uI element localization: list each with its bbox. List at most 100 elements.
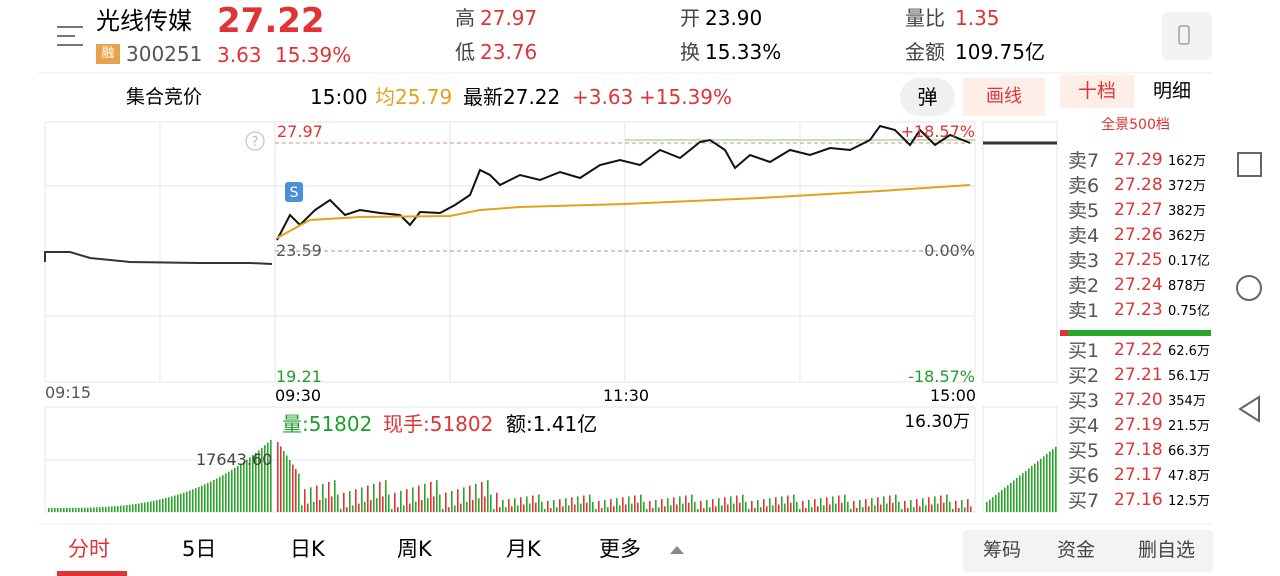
- volume-bar: [126, 505, 128, 512]
- popup-button[interactable]: 弹: [900, 78, 955, 116]
- book-side: 买6: [1068, 465, 1100, 487]
- book-volume: 0.17亿: [1168, 254, 1210, 269]
- volume-bar: [535, 502, 537, 512]
- period-tab[interactable]: 5日: [182, 537, 217, 561]
- volume-bar: [967, 499, 969, 512]
- volume-bar: [925, 505, 927, 512]
- volume-bar: [874, 505, 876, 512]
- volume-bar: [186, 491, 188, 512]
- period-tab[interactable]: 周K: [397, 537, 432, 561]
- rotate-icon: [1178, 25, 1190, 45]
- volume-bar: [661, 499, 663, 512]
- volume-bar: [886, 503, 888, 512]
- time-label: 09:30: [275, 386, 322, 405]
- rotate-button[interactable]: [1162, 12, 1212, 60]
- low-pct: -18.57%: [908, 367, 975, 386]
- volume-bar: [961, 500, 963, 512]
- action-button[interactable]: 删自选: [1138, 539, 1196, 561]
- volume-bar: [995, 494, 997, 512]
- action-button[interactable]: 资金: [1057, 539, 1096, 561]
- book-side: 买3: [1068, 390, 1100, 412]
- volume-bar: [523, 504, 525, 512]
- price: 27.22: [217, 1, 325, 41]
- volume-bar: [610, 499, 612, 512]
- volume-bar: [817, 506, 819, 512]
- volume-bar: [57, 507, 59, 512]
- help-mark: ?: [252, 135, 259, 150]
- volume-bar: [144, 502, 146, 512]
- volume-bar: [93, 507, 95, 512]
- volume-bar: [643, 501, 645, 512]
- volume-bar: [739, 502, 741, 512]
- volume-bar: [481, 482, 483, 512]
- volume-bar: [631, 503, 633, 512]
- volume-bar: [709, 507, 711, 512]
- volume-bar: [1037, 461, 1039, 512]
- volume-bar: [937, 503, 939, 512]
- volume-bar: [742, 494, 744, 512]
- volume-bar: [940, 495, 942, 512]
- volume-bar: [589, 494, 591, 512]
- draw-button[interactable]: 画线: [963, 78, 1045, 116]
- volume-bar: [99, 507, 101, 512]
- volume-bar: [637, 502, 639, 512]
- book-price: 27.20: [1114, 390, 1163, 410]
- volume-bar: [946, 494, 948, 512]
- volume-bar: [763, 499, 765, 512]
- volume-bar: [424, 483, 426, 512]
- volume-bar: [283, 451, 285, 512]
- nav-back[interactable]: [1238, 395, 1260, 423]
- stat-value: 23.76: [480, 40, 538, 64]
- book-tab[interactable]: 十档: [1060, 75, 1134, 108]
- book-side: 买4: [1068, 415, 1100, 437]
- volume-bar: [577, 496, 579, 512]
- book-volume: 47.8万: [1168, 469, 1210, 484]
- volume-bar: [1010, 482, 1012, 512]
- volume-bar: [207, 482, 209, 512]
- nav-home[interactable]: [1236, 275, 1262, 301]
- volume-bar: [934, 496, 936, 512]
- period-tab[interactable]: 月K: [506, 537, 541, 561]
- volume-bar: [382, 496, 384, 512]
- book-price: 27.22: [1114, 340, 1163, 360]
- volume-bar: [201, 485, 203, 512]
- volume-bar: [772, 505, 774, 512]
- volume-bar: [171, 496, 173, 512]
- volume-bar: [889, 495, 891, 512]
- volume-bar: [508, 499, 510, 512]
- volume-bar: [361, 487, 363, 512]
- help-icon[interactable]: [245, 131, 265, 151]
- period-tab[interactable]: 更多: [599, 537, 641, 561]
- book-price: 27.28: [1114, 175, 1163, 195]
- book-volume: 0.75亿: [1168, 304, 1210, 319]
- high-pct: +18.57%: [900, 122, 975, 141]
- action-button[interactable]: 筹码: [983, 539, 1022, 561]
- volume-bar: [388, 494, 390, 512]
- volume-bar: [141, 502, 143, 512]
- book-tab[interactable]: 明细: [1152, 80, 1191, 102]
- volume-bar: [814, 499, 816, 512]
- volume-bar: [511, 506, 513, 512]
- volume-bar: [295, 469, 297, 512]
- volume-bar: [952, 509, 954, 512]
- menu-icon[interactable]: [57, 26, 83, 46]
- volume-bar: [670, 505, 672, 512]
- period-tab[interactable]: 分时: [68, 537, 110, 561]
- volume-bar: [168, 497, 170, 512]
- volume-bar: [646, 509, 648, 512]
- volume-bar: [667, 498, 669, 512]
- period-tab[interactable]: 日K: [290, 537, 325, 561]
- volume-bar: [760, 507, 762, 512]
- volume-bar: [1034, 463, 1036, 512]
- volume-bar: [520, 497, 522, 512]
- volume-bar: [81, 507, 83, 512]
- volume-bar: [730, 496, 732, 512]
- book-side: 卖3: [1068, 250, 1100, 272]
- price-line: [276, 124, 971, 241]
- s-marker-text: S: [290, 185, 299, 201]
- s-marker: [285, 182, 303, 202]
- nav-recent[interactable]: [1237, 152, 1262, 177]
- volume-bar: [304, 489, 306, 512]
- volume-bar: [412, 487, 414, 512]
